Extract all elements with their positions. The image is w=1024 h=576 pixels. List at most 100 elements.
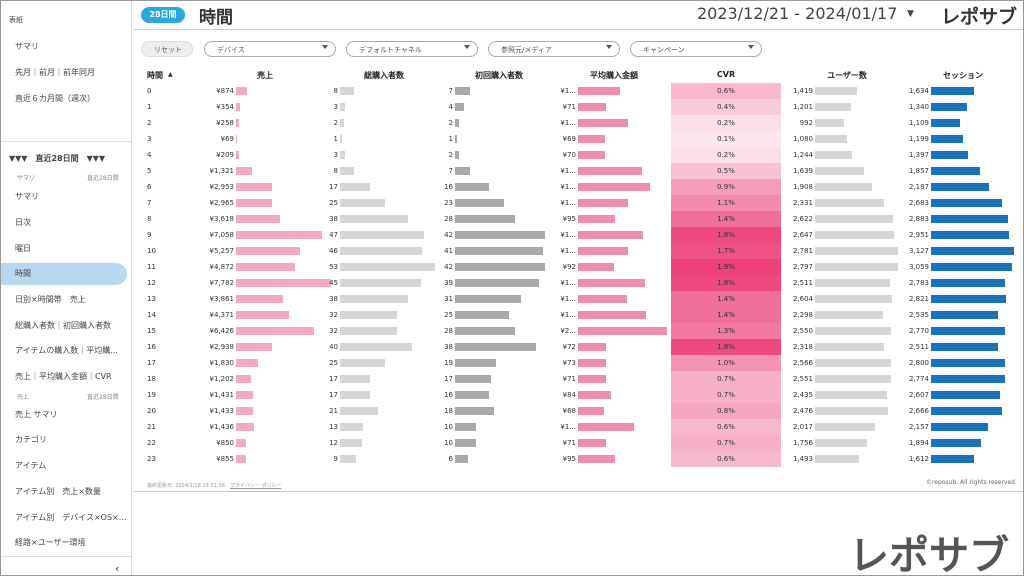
sidebar-item[interactable]: 時間 [1,263,127,285]
filter-caret [464,45,470,49]
date-range[interactable]: 2023/12/21 - 2024/01/17 [697,4,898,23]
cell-bar [455,311,509,319]
cell-value: ¥874 [216,87,234,95]
cell-bar [455,87,470,95]
sidebar-item[interactable]: 売上 サマリ [15,410,58,419]
date-dropdown[interactable]: ▼ [907,9,914,19]
sidebar-item[interactable]: アイテム [15,461,47,470]
cell-value: 17 [444,375,453,383]
cell-bar [578,151,606,159]
cell-value: ¥2,938 [209,343,235,351]
filter[interactable]: リセット [141,41,193,57]
column-header[interactable]: 平均購入金額 [590,71,638,80]
hour-cell: 13 [147,295,156,303]
cell-bar [236,439,247,447]
column-header[interactable]: 売上 [257,71,273,80]
cell-bar [815,167,864,175]
privacy-link[interactable]: プライバシー ポリシー [230,483,282,489]
cell-bar [340,439,362,447]
cell-value: ¥850 [216,439,234,447]
cell-value: 1 [448,135,453,143]
cell-bar [815,247,898,255]
cell-bar [931,279,1005,287]
sidebar-item[interactable]: 総購入者数｜初回購入者数 [15,321,111,330]
cell-bar [455,407,494,415]
column-header[interactable]: セッション [943,71,983,80]
cell-value: 7 [448,87,453,95]
sidebar-item[interactable]: 日次 [15,218,31,227]
cell-bar [236,199,273,207]
sidebar-item[interactable]: 経路×ユーザー環境 [15,538,86,547]
cvr-value: 0.6% [717,423,735,431]
cell-bar [340,359,385,367]
sidebar-item[interactable]: 売上｜平均購入金額｜CVR [15,372,112,381]
cell-value: 32 [329,327,338,335]
cell-value: 42 [444,263,453,271]
cell-value: 1,397 [908,151,929,159]
cell-value: 2,622 [792,215,813,223]
cell-value: 1,639 [792,167,813,175]
cell-bar [455,391,490,399]
sidebar-item[interactable]: 日別×時間帯 売上 [15,295,86,304]
cell-bar [931,343,998,351]
cvr-cell [671,291,781,307]
cell-value: 17 [329,183,338,191]
cell-bar [236,359,259,367]
sidebar-item[interactable]: アイテムの購入数｜平均購... [15,346,118,355]
cell-value: 2,566 [792,359,813,367]
sidebar-item[interactable]: アイテム別 売上×数量 [15,487,101,496]
hour-cell: 23 [147,455,156,463]
filter[interactable]: デフォルトチャネル [346,41,478,57]
column-header[interactable]: 総購入者数 [364,71,404,80]
logo: レポサブ [941,6,1018,28]
sidebar-item[interactable]: 直近６カ月間（週次） [15,94,95,103]
sidebar-item[interactable]: サマリ [15,42,39,51]
cell-value: 40 [329,343,338,351]
column-header[interactable]: 初回購入者数 [475,71,523,80]
cell-bar [340,279,421,287]
cell-bar [340,295,409,303]
sidebar-item[interactable]: 先月｜前月｜前年同月 [15,68,95,77]
column-header[interactable]: ユーザー数 [827,71,867,80]
cell-value: ¥1,433 [209,407,235,415]
cvr-value: 0.2% [717,119,735,127]
cell-value: 2,951 [908,231,929,239]
cell-value: ¥1,321 [209,167,235,175]
cell-value: 23 [444,199,453,207]
sidebar-item: 直近28日間 [87,175,119,182]
cell-bar [815,183,872,191]
sidebar-item[interactable]: 表紙 [9,16,23,24]
cell-bar [815,311,884,319]
sidebar-item[interactable]: ‹ [115,562,120,575]
column-header[interactable]: 時間 [147,71,163,80]
cvr-value: 0.4% [717,103,735,111]
cell-bar [455,247,543,255]
cell-value: ¥72 [562,343,576,351]
sidebar-item[interactable]: サマリ [15,192,39,201]
cell-value: 2,511 [792,279,813,287]
cell-value: ¥2,965 [209,199,235,207]
filter[interactable]: キャンペーン [630,41,762,57]
cell-value: 28 [444,215,453,223]
cell-value: ¥258 [216,119,234,127]
cell-bar [455,439,477,447]
cell-bar [931,87,975,95]
filter-caret [606,45,612,49]
cell-bar [815,135,848,143]
last-updated: 最終更新日: 2024/1/18 15:01:56 [147,483,225,489]
filter[interactable]: 参照元/メディア [488,41,620,57]
page-title: 時間 [199,8,233,28]
filter[interactable]: デバイス [204,41,336,57]
sidebar-item[interactable]: アイテム別 デバイス×OS×... [15,513,127,522]
sidebar-item[interactable]: 曜日 [15,244,31,253]
cvr-cell [671,131,781,147]
hour-cell: 5 [147,167,152,175]
cell-value: 16 [444,183,453,191]
cell-bar [931,327,1005,335]
cell-bar [815,215,893,223]
cell-value: 2,476 [792,407,813,415]
column-header[interactable]: CVR [716,70,736,79]
cell-bar [236,103,241,111]
sidebar-item[interactable]: カテゴリ [15,435,47,444]
